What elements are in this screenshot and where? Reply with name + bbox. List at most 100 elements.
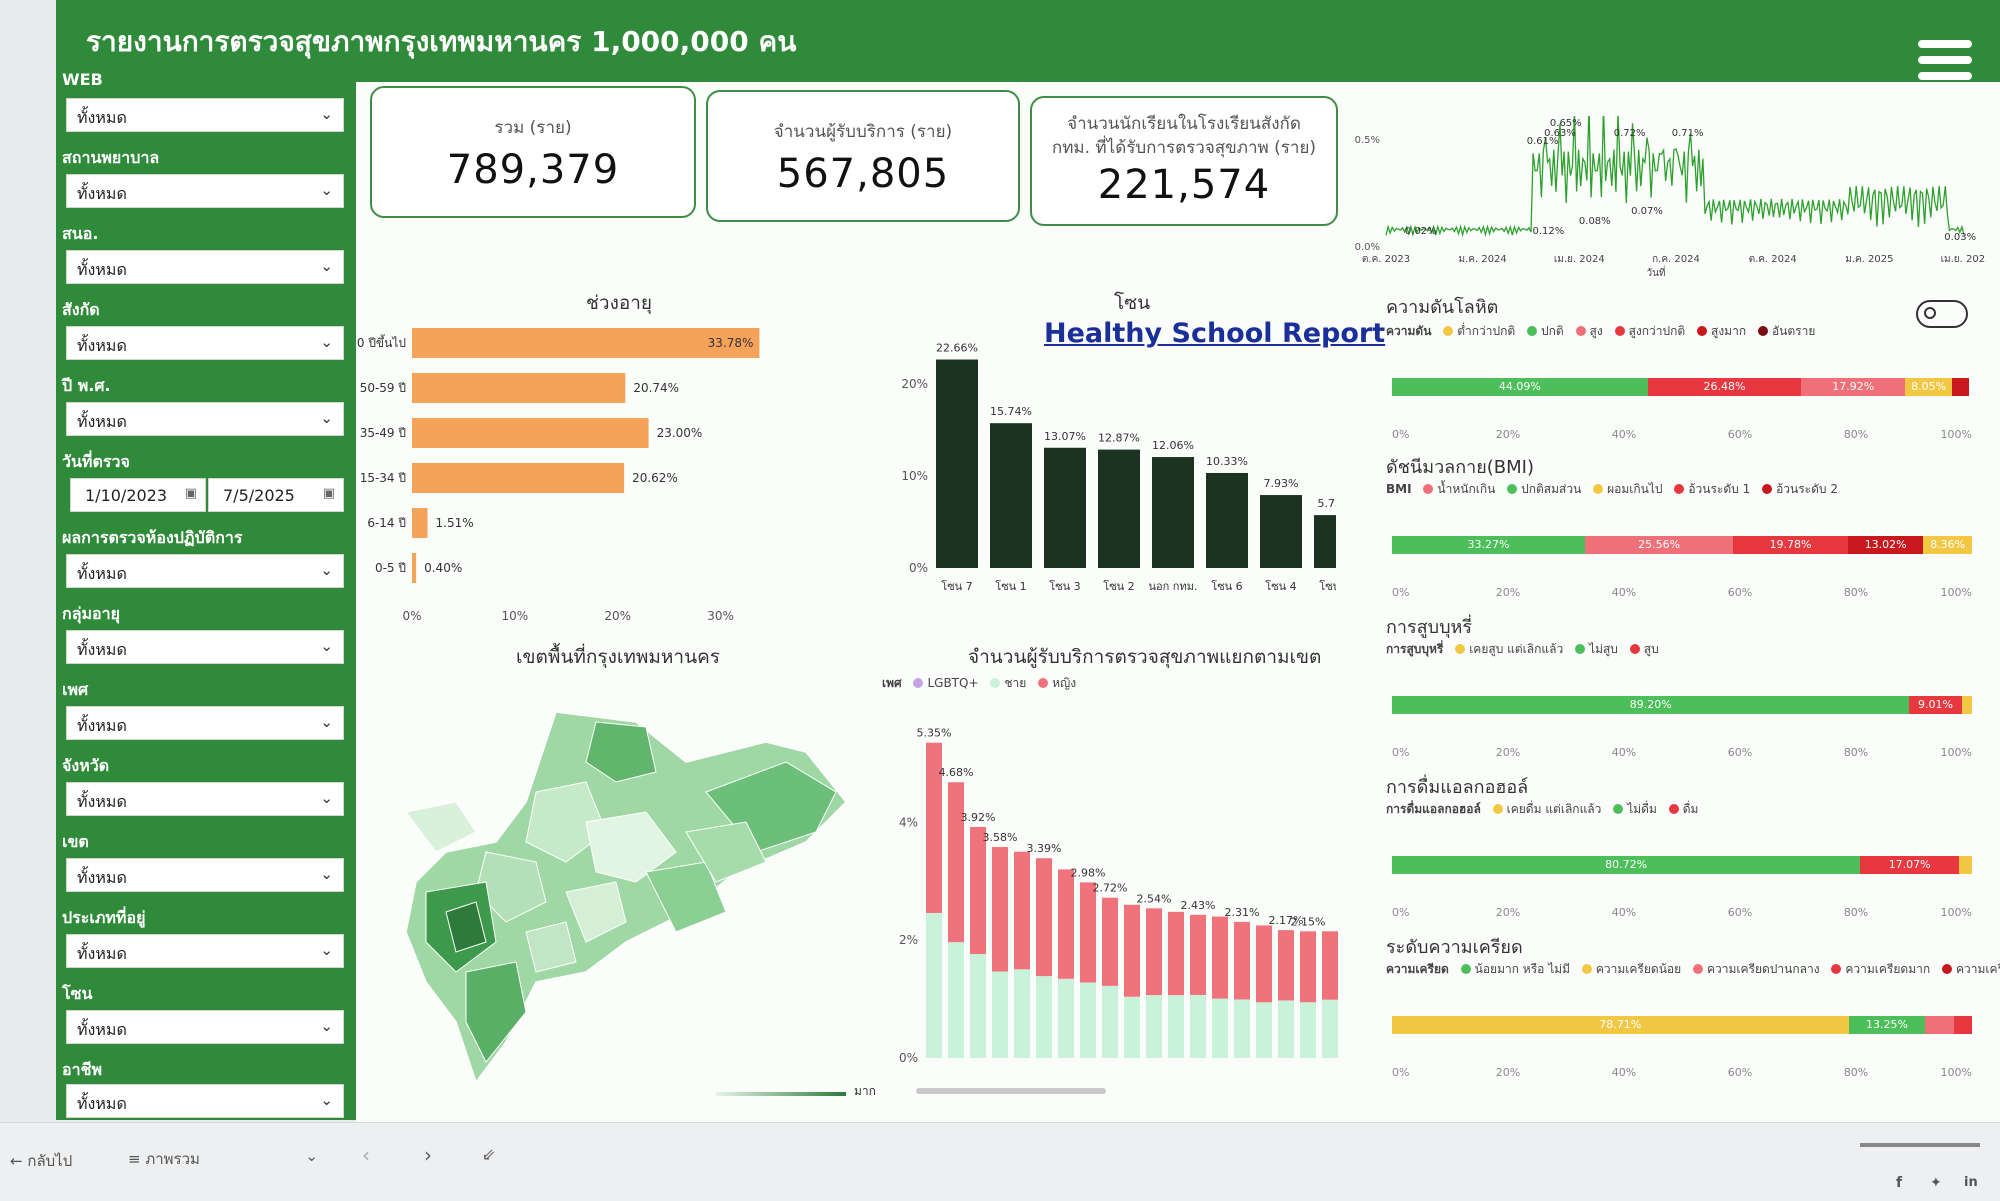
kpi-clients-value: 567,805 (776, 151, 950, 197)
back-button[interactable]: ← กลับไป (10, 1152, 73, 1170)
twitter-icon[interactable]: ✦ (1930, 1175, 1942, 1191)
axis-tick: 60% (1727, 1066, 1753, 1079)
kpi-students-card: จำนวนนักเรียนในโรงเรียนสังกัด กทม. ที่ได… (1030, 96, 1338, 226)
bmi-legend: BMI น้ำหนักเกิน ปกติสมส่วน ผอมเกินไป อ้ว… (1386, 482, 1838, 496)
district-male-segment (1014, 969, 1030, 1058)
filter-age-group-select[interactable]: ทั้งหมด ⌄ (66, 630, 344, 664)
exam-date-end-input[interactable]: 7/5/2025 ▣ (208, 478, 344, 512)
healthy-school-report-link[interactable]: Healthy School Report (1044, 318, 1386, 349)
trend-annotation: 0.12% (1533, 226, 1565, 237)
trend-annotation: 0.02% (1405, 226, 1437, 237)
axis-tick: 40% (1611, 428, 1637, 441)
trend-x-tick: เม.ย. 2025 (1941, 254, 1986, 265)
chevron-down-icon: ⌄ (320, 865, 333, 883)
daily-trend-chart: 0.0% 0.5% 0.65% 0.61%0.63% 0.72% 0.71% 0.12% 0.… (1355, 116, 1986, 279)
zone-bar-label: 13.07% (1044, 430, 1086, 443)
filter-lab-result-select[interactable]: ทั้งหมด ⌄ (66, 554, 344, 588)
age-x-tick: 30% (707, 609, 734, 623)
zone-category-label: โซน 5 (1319, 579, 1336, 593)
filter-affiliation-select[interactable]: ทั้งหมด ⌄ (66, 326, 344, 360)
view-toggle[interactable] (1916, 300, 1968, 328)
filter-hospital-select[interactable]: ทั้งหมด ⌄ (66, 174, 344, 208)
axis-tick: 100% (1940, 906, 1972, 919)
stacked-segment: 44.09% (1392, 378, 1648, 396)
filter-occupation-select[interactable]: ทั้งหมด ⌄ (66, 1084, 344, 1118)
calendar-icon[interactable]: ▣ (184, 486, 197, 501)
page-selector[interactable]: ≡ ภาพรวม ⌄ (128, 1147, 318, 1168)
district-male-segment (1234, 999, 1250, 1058)
horizontal-scrollbar[interactable] (916, 1088, 1106, 1094)
trend-x-tick: ม.ค. 2024 (1459, 254, 1507, 265)
filter-gender-select[interactable]: ทั้งหมด ⌄ (66, 706, 344, 740)
map-color-legend (716, 1092, 846, 1096)
facebook-icon[interactable]: f (1896, 1175, 1903, 1191)
collapse-icon[interactable]: ⇙ (482, 1145, 496, 1164)
stacked-segment (1951, 378, 1970, 396)
district-female-segment (1080, 882, 1096, 983)
kpi-students-label: จำนวนนักเรียนในโรงเรียนสังกัด กทม. ที่ได… (1051, 114, 1317, 158)
filter-zone-select[interactable]: ทั้งหมด ⌄ (66, 1010, 344, 1044)
stacked-segment: 13.02% (1847, 536, 1924, 554)
district-female-segment (1124, 904, 1140, 997)
district-female-segment (926, 742, 942, 913)
filter-label-health-office: สนอ. (62, 224, 99, 243)
hamburger-menu-icon[interactable] (1918, 40, 1972, 88)
linkedin-icon[interactable]: in (1964, 1175, 1978, 1190)
filter-label-hospital: สถานพยาบาล (62, 148, 160, 167)
chevron-down-icon: ⌄ (320, 1017, 333, 1035)
district-male-segment (1102, 985, 1118, 1058)
district-male-segment (1058, 978, 1074, 1058)
filter-label-lab-result: ผลการตรวจห้องปฏิบัติการ (62, 528, 243, 547)
bp-title: ความดันโลหิต (1386, 297, 1499, 318)
district-bar-label: 2.43% (1181, 899, 1216, 912)
kpi-total-label: รวม (ราย) (494, 118, 572, 138)
zone-bar (1260, 495, 1302, 568)
exam-date-start-input[interactable]: 1/10/2023 ▣ (70, 478, 206, 512)
axis-tick: 0% (1392, 586, 1410, 599)
district-bar-label: 2.15% (1291, 915, 1326, 928)
stacked-segment (1954, 1016, 1972, 1034)
trend-x-tick: ต.ค. 2024 (1749, 254, 1797, 265)
zoom-slider[interactable] (1860, 1143, 1980, 1147)
age-bar (412, 553, 417, 583)
filter-year-select[interactable]: ทั้งหมด ⌄ (66, 402, 344, 436)
age-bar-label: 20.74% (633, 381, 679, 395)
filter-district-select[interactable]: ทั้งหมด ⌄ (66, 858, 344, 892)
trend-line (1385, 116, 1965, 238)
filter-residence-type-select[interactable]: ทั้งหมด ⌄ (66, 934, 344, 968)
filter-label-year: ปี พ.ศ. (62, 376, 111, 395)
zone-category-label: นอก กทม. (1149, 580, 1198, 593)
age-category-label: 15-34 ปี (360, 471, 406, 485)
next-page-icon[interactable]: › (424, 1143, 432, 1167)
bmi-stacked-bar: 33.27% 25.56% 19.78% 13.02% 8.36% (1392, 536, 1972, 554)
filter-web-select[interactable]: ทั้งหมด ⌄ (66, 98, 344, 132)
axis-tick: 20% (1495, 428, 1521, 441)
district-bar-label: 2.72% (1093, 882, 1128, 895)
smoking-axis: 0% 20% 40% 60% 80% 100% (1392, 746, 1972, 760)
axis-tick: 100% (1940, 428, 1972, 441)
district-female-segment (1058, 869, 1074, 979)
filter-health-office-select[interactable]: ทั้งหมด ⌄ (66, 250, 344, 284)
filter-province-select[interactable]: ทั้งหมด ⌄ (66, 782, 344, 816)
bangkok-district-map[interactable] (386, 682, 856, 1092)
previous-page-icon[interactable]: ‹ (362, 1143, 370, 1167)
district-male-segment (1322, 999, 1338, 1058)
stacked-segment: 26.48% (1647, 378, 1802, 396)
axis-tick: 0% (1392, 428, 1410, 441)
district-male-segment (1146, 995, 1162, 1058)
axis-tick: 100% (1940, 1066, 1972, 1079)
age-category-label: 6-14 ปี (367, 516, 406, 530)
district-female-segment (948, 782, 964, 943)
district-male-segment (992, 971, 1008, 1058)
axis-tick: 20% (1495, 746, 1521, 759)
page-title: รายงานการตรวจสุขภาพกรุงเทพมหานคร 1,000,0… (86, 25, 797, 58)
district-gender-chart: 0% 2% 4% 5.35% 4.68% 3.92% 3.58% 3.39% 2.98% 2.72… (899, 727, 1338, 1065)
arrow-left-icon: ← (10, 1152, 23, 1170)
zone-category-label: โซน 7 (941, 579, 972, 593)
district-male-segment (1124, 996, 1140, 1058)
legend-dot (990, 678, 1001, 688)
district-chart-title: จำนวนผู้รับบริการตรวจสุขภาพแยกตามเขต (968, 646, 1322, 668)
chevron-down-icon: ⌄ (305, 1147, 318, 1165)
calendar-icon[interactable]: ▣ (322, 486, 335, 501)
zone-chart-title: โซน (1114, 292, 1151, 314)
